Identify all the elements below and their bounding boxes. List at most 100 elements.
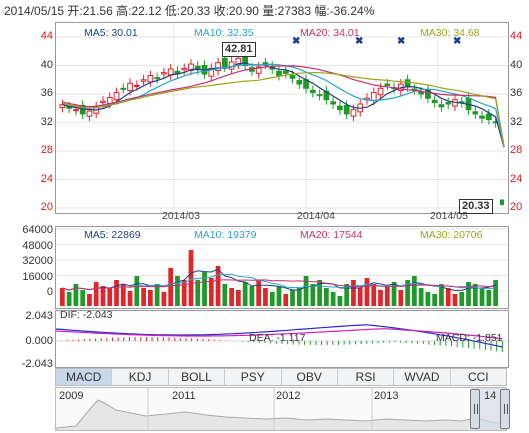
volume-bar <box>175 276 180 306</box>
candle-body <box>188 63 194 71</box>
nav-year-2013: 2013 <box>374 390 399 402</box>
nav-year-2011: 2011 <box>172 390 196 402</box>
candle-body <box>492 121 499 124</box>
volume-bar <box>344 284 350 306</box>
candle-body <box>350 109 357 117</box>
candle-body <box>384 83 391 86</box>
candle-body <box>377 87 384 96</box>
min-price-callout: 20.33 <box>459 199 493 214</box>
volume-bar <box>73 284 79 306</box>
vol-ma10: MA10: 19379 <box>194 229 257 241</box>
candle-body <box>445 102 452 105</box>
candle-body <box>337 105 343 111</box>
max-price-callout: 42.81 <box>222 42 256 57</box>
candle-body <box>282 70 289 74</box>
range-navigator[interactable]: 2009 2011 2012 2013 14 <box>55 387 507 431</box>
volume-value: 27383 <box>277 4 311 18</box>
event-marker-icon: ✖ <box>397 36 405 47</box>
volume-bar <box>405 280 410 306</box>
volume-y-tick: 32000 <box>22 255 53 267</box>
volume-bar <box>168 268 174 306</box>
tab-obv[interactable]: OBV <box>282 369 338 385</box>
volume-bar <box>310 284 316 306</box>
volume-bar <box>418 288 424 306</box>
candle-body <box>330 101 337 105</box>
candle-body <box>215 62 221 71</box>
candle-body <box>255 66 262 74</box>
tab-cci[interactable]: CCI <box>467 370 489 384</box>
price-ma20: MA20: 34.01 <box>300 27 360 39</box>
volume-panel[interactable] <box>55 226 509 309</box>
tab-rsi[interactable]: RSI <box>338 369 395 385</box>
high-value: 22.12 <box>131 4 162 18</box>
volume-bar <box>432 294 438 306</box>
low-label: 低: <box>164 4 181 18</box>
macd-dea: DEA: -1.117 <box>249 332 306 344</box>
volume-y-tick: 0 <box>46 286 53 298</box>
candle-body <box>86 110 93 117</box>
volume-bar <box>337 296 343 306</box>
volume-bar <box>324 288 329 306</box>
event-marker-icon: ✖ <box>292 36 300 47</box>
volume-bar <box>242 282 248 306</box>
volume-bar <box>425 292 431 306</box>
volume-bar <box>236 290 241 306</box>
candle-body <box>147 74 154 83</box>
volume-bar <box>439 284 444 306</box>
volume-bar <box>371 284 377 306</box>
tab-boll[interactable]: BOLL <box>169 369 226 385</box>
volume-bar <box>256 280 262 306</box>
candle-body <box>106 97 113 104</box>
volume-bar <box>222 284 228 306</box>
candle-body <box>181 67 188 71</box>
macd-value: MACD: -1.851 <box>436 332 503 344</box>
volume-bar <box>229 288 234 306</box>
tab-wvad[interactable]: WVAD <box>394 369 451 385</box>
navigator-right-handle[interactable] <box>500 389 510 429</box>
price-ma10: MA10: 32.35 <box>194 27 254 39</box>
macd-panel[interactable] <box>55 310 509 368</box>
volume-bar <box>412 276 417 306</box>
navigator-left-handle[interactable] <box>470 389 480 429</box>
volume-bar <box>472 284 478 306</box>
candle-body <box>316 94 323 97</box>
volume-bar <box>208 278 214 306</box>
dif-line <box>56 324 503 348</box>
nav-year-2014: 14 <box>484 390 497 402</box>
candle-body <box>485 113 492 121</box>
change-label: 幅: <box>314 4 330 18</box>
volume-bar <box>100 286 106 306</box>
candle-body <box>296 79 303 85</box>
close-value: 20.90 <box>228 4 259 18</box>
candle-body <box>262 62 269 65</box>
candle-body <box>309 89 316 94</box>
candle-body <box>370 92 377 101</box>
macd-y-mid: 0.000 <box>25 335 53 347</box>
volume-bar <box>215 266 221 306</box>
price-y-tick-l: 36 <box>40 87 53 99</box>
close-label: 收: <box>213 4 229 18</box>
tab-kdj[interactable]: KDJ <box>112 369 169 385</box>
nav-year-2012: 2012 <box>276 390 301 402</box>
candle-body <box>431 99 438 104</box>
nav-year-2009: 2009 <box>59 390 84 402</box>
volume-bar <box>148 290 153 306</box>
tab-macd[interactable]: MACD <box>56 369 113 385</box>
candle-body <box>133 84 140 87</box>
high-label: 高: <box>116 4 132 18</box>
indicator-tabs: MACD KDJ BOLL PSY OBV RSI WVAD CCI <box>55 368 507 386</box>
candle-body <box>289 74 296 79</box>
volume-bar <box>364 278 370 306</box>
price-panel[interactable]: ✖ ✖ ✖ ✖ <box>55 22 509 214</box>
volume-bar <box>249 286 255 306</box>
candle-body <box>73 109 79 112</box>
candle-body <box>343 104 350 115</box>
candle-body <box>120 87 127 90</box>
candle-body <box>323 90 330 101</box>
candle-body <box>438 104 445 108</box>
candle-body <box>276 70 282 76</box>
candle-body <box>194 65 201 71</box>
volume-bar <box>303 276 309 306</box>
tab-psy[interactable]: PSY <box>225 369 282 385</box>
volume-bar <box>445 288 451 306</box>
